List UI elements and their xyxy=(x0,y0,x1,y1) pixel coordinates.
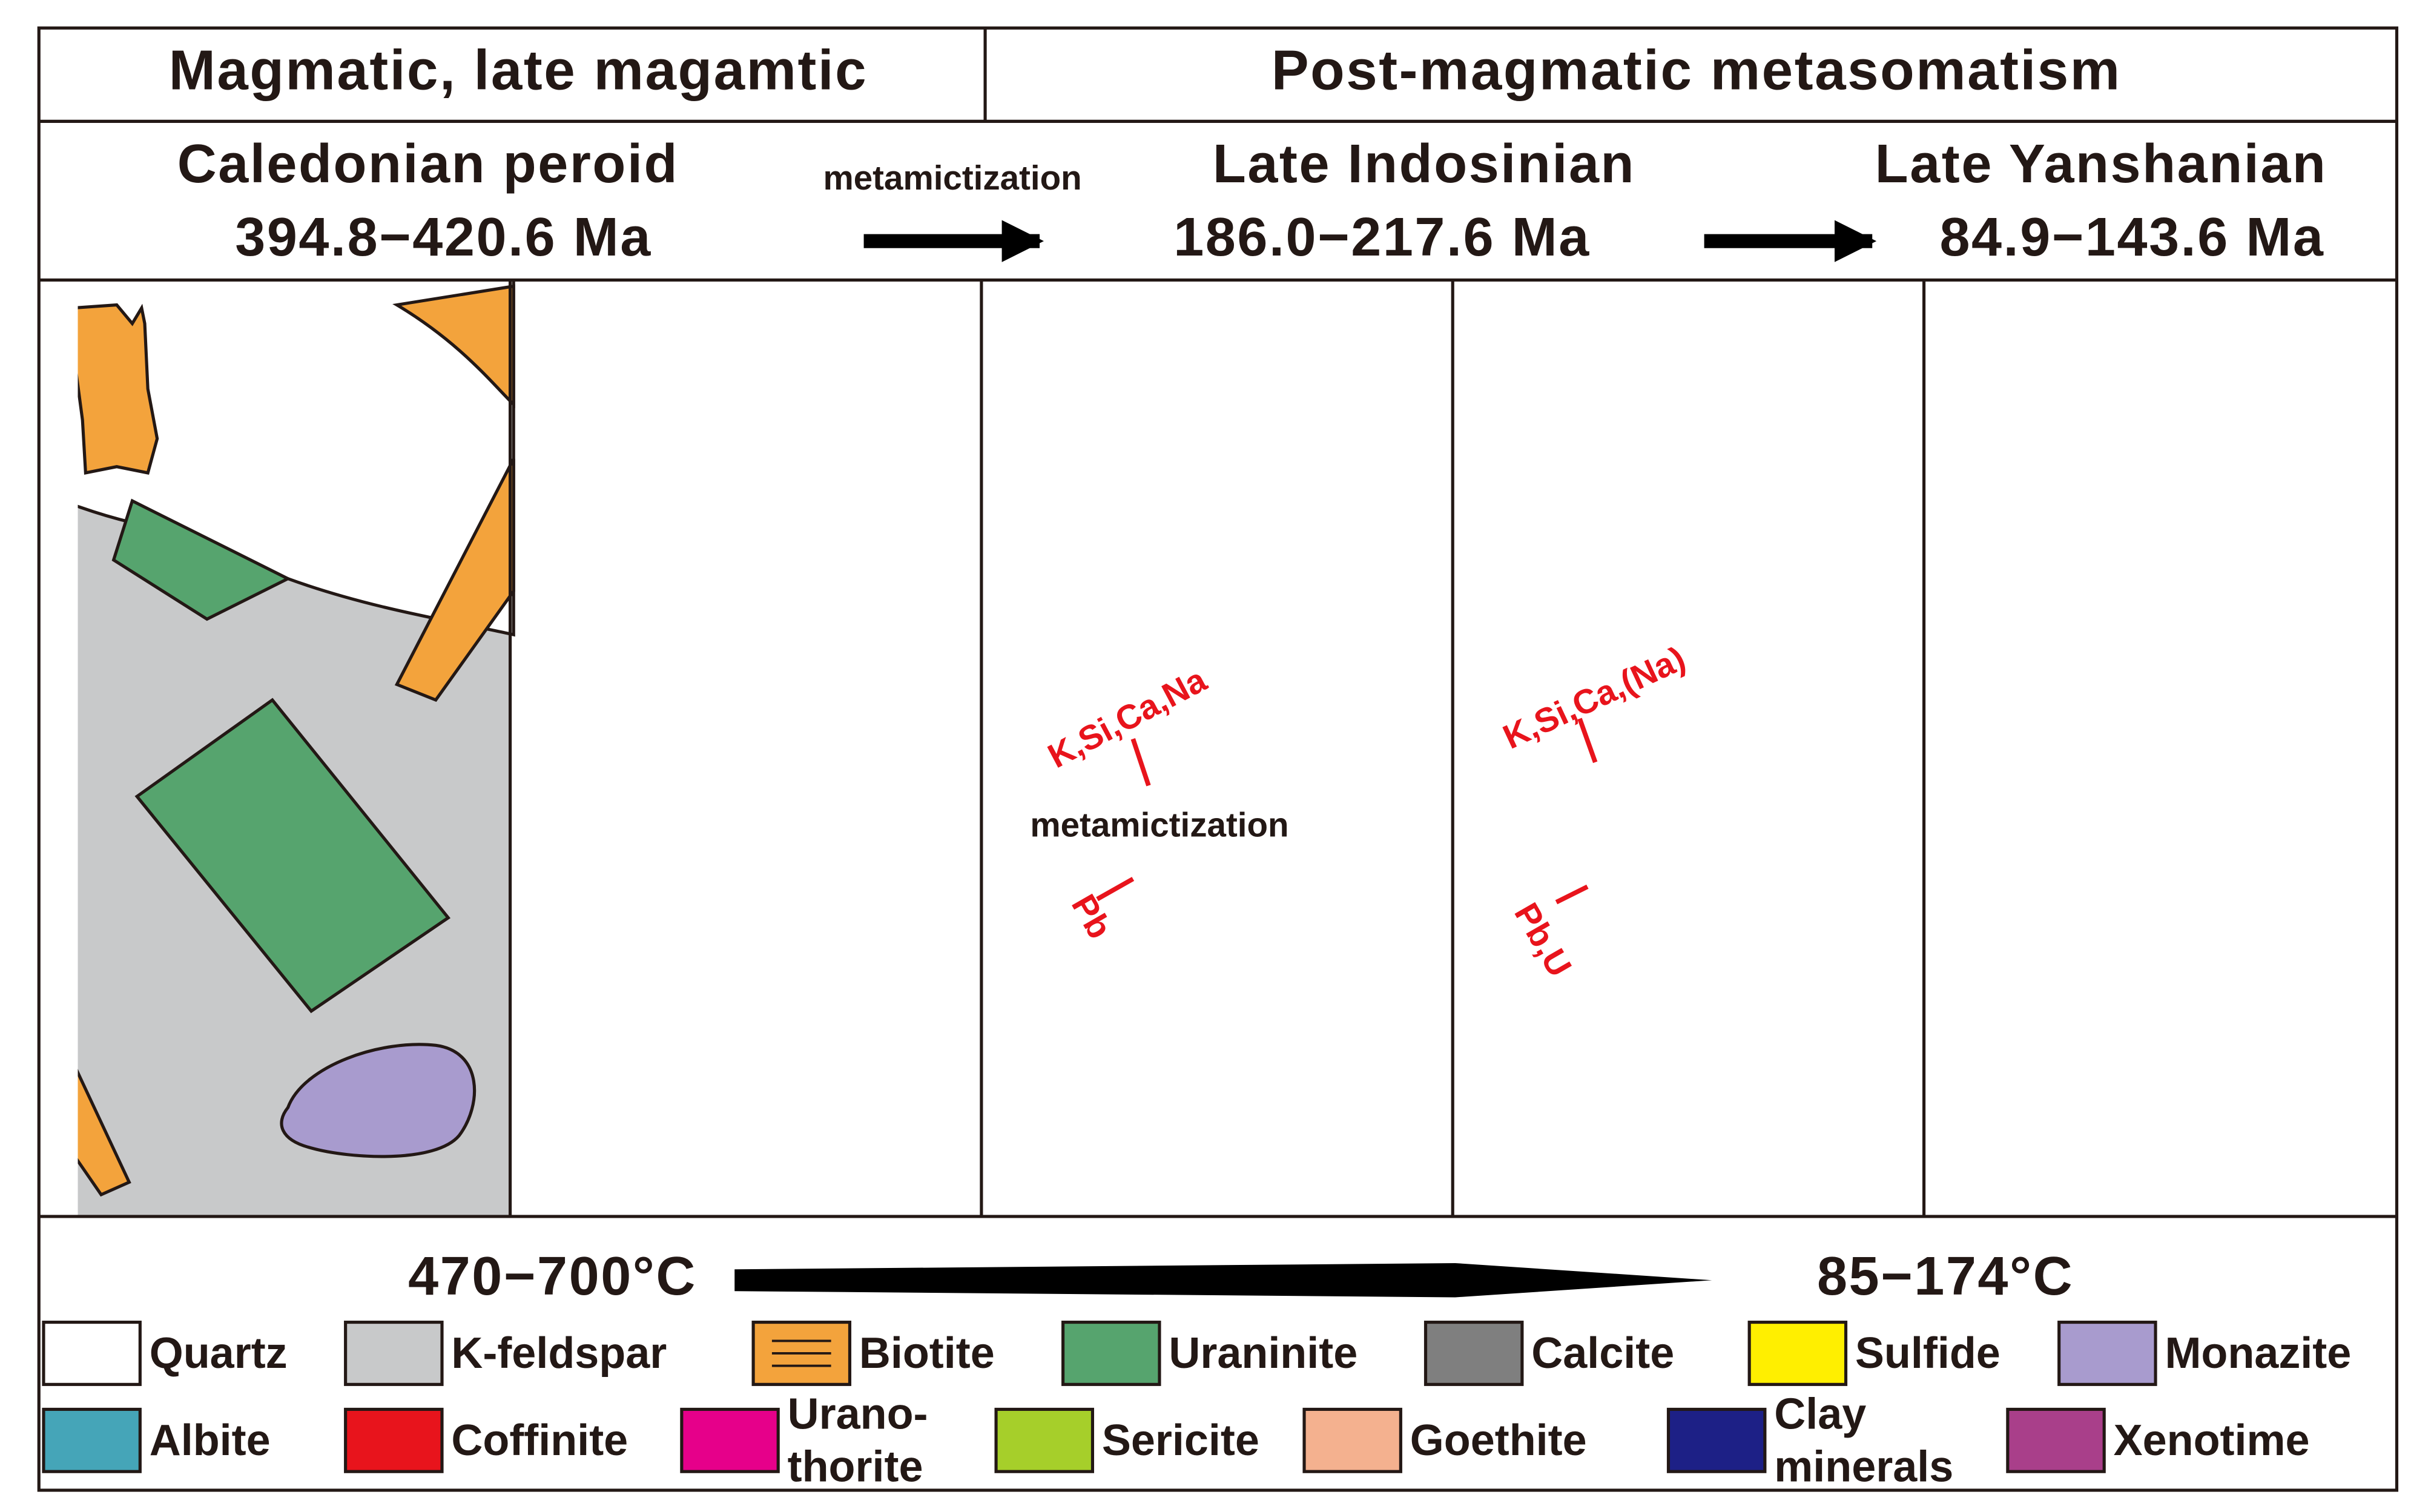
legend-swatch xyxy=(344,1407,444,1473)
legend-label: Goethite xyxy=(1410,1416,1587,1465)
stage-age: 186.0−217.6 Ma xyxy=(1173,207,1591,268)
uraninite xyxy=(111,498,292,621)
legend-swatch xyxy=(1061,1321,1161,1386)
temperature-arrow xyxy=(734,1263,1712,1298)
legend-label: Albite xyxy=(150,1416,271,1465)
biotite xyxy=(394,458,515,702)
legend-swatch xyxy=(1747,1321,1848,1386)
legend-swatch xyxy=(42,1321,142,1386)
legend-label: Xenotime xyxy=(2114,1416,2310,1465)
legend-swatch xyxy=(1302,1407,1402,1473)
panel xyxy=(78,280,515,1217)
stage-name: Late Indosinian xyxy=(1213,134,1635,194)
legend-label: Quartz xyxy=(150,1329,288,1378)
biotite xyxy=(78,303,159,475)
legend-label: Urano- xyxy=(788,1390,928,1438)
legend-label: minerals xyxy=(1774,1443,1953,1491)
legend-label: K-feldspar xyxy=(451,1329,667,1378)
uraninite xyxy=(134,698,451,1014)
legend-label: Sulfide xyxy=(1855,1329,2001,1378)
panel-label: metamictization xyxy=(1030,806,1288,844)
legend-label: Calcite xyxy=(1531,1329,1674,1378)
stage-age: 394.8−420.6 Ma xyxy=(235,207,652,268)
legend-label: Coffinite xyxy=(451,1416,628,1465)
temperature-start: 470−700°C xyxy=(408,1246,697,1307)
legend-label: Uraninite xyxy=(1169,1329,1357,1378)
flux-arrow xyxy=(1577,718,1598,764)
flux-arrow xyxy=(1555,884,1589,905)
flux-arrow xyxy=(1130,738,1151,787)
stage-age: 84.9−143.6 Ma xyxy=(1939,207,2324,268)
header-left: Magmatic, late magamtic xyxy=(169,39,868,102)
legend: Quartz K-feldspar Biotite Uraninite Calcite S… xyxy=(42,1321,2351,1491)
legend-swatch xyxy=(680,1407,780,1473)
legend-label: Biotite xyxy=(859,1329,995,1378)
monazite xyxy=(280,1043,477,1158)
legend-label: Monazite xyxy=(2165,1329,2351,1378)
stage-name: Caledonian peroid xyxy=(177,134,679,194)
legend-swatch xyxy=(344,1321,444,1386)
legend-label: thorite xyxy=(788,1443,923,1491)
flux-arrow xyxy=(1096,877,1135,902)
legend-label: Clay xyxy=(1774,1390,1866,1438)
legend-label: Sericite xyxy=(1102,1416,1259,1465)
stage-name: Late Yanshanian xyxy=(1875,134,2327,194)
legend-swatch xyxy=(2057,1321,2157,1386)
arrow-label: metamictization xyxy=(823,159,1081,197)
biotite xyxy=(78,1069,131,1197)
legend-swatch xyxy=(2006,1407,2106,1473)
header-right: Post-magmatic metasomatism xyxy=(1272,39,2122,102)
legend-swatch xyxy=(994,1407,1095,1473)
legend-swatch xyxy=(42,1407,142,1473)
legend-swatch xyxy=(1423,1321,1524,1386)
legend-swatch xyxy=(1666,1407,1767,1473)
temperature-end: 85−174°C xyxy=(1817,1246,2074,1307)
